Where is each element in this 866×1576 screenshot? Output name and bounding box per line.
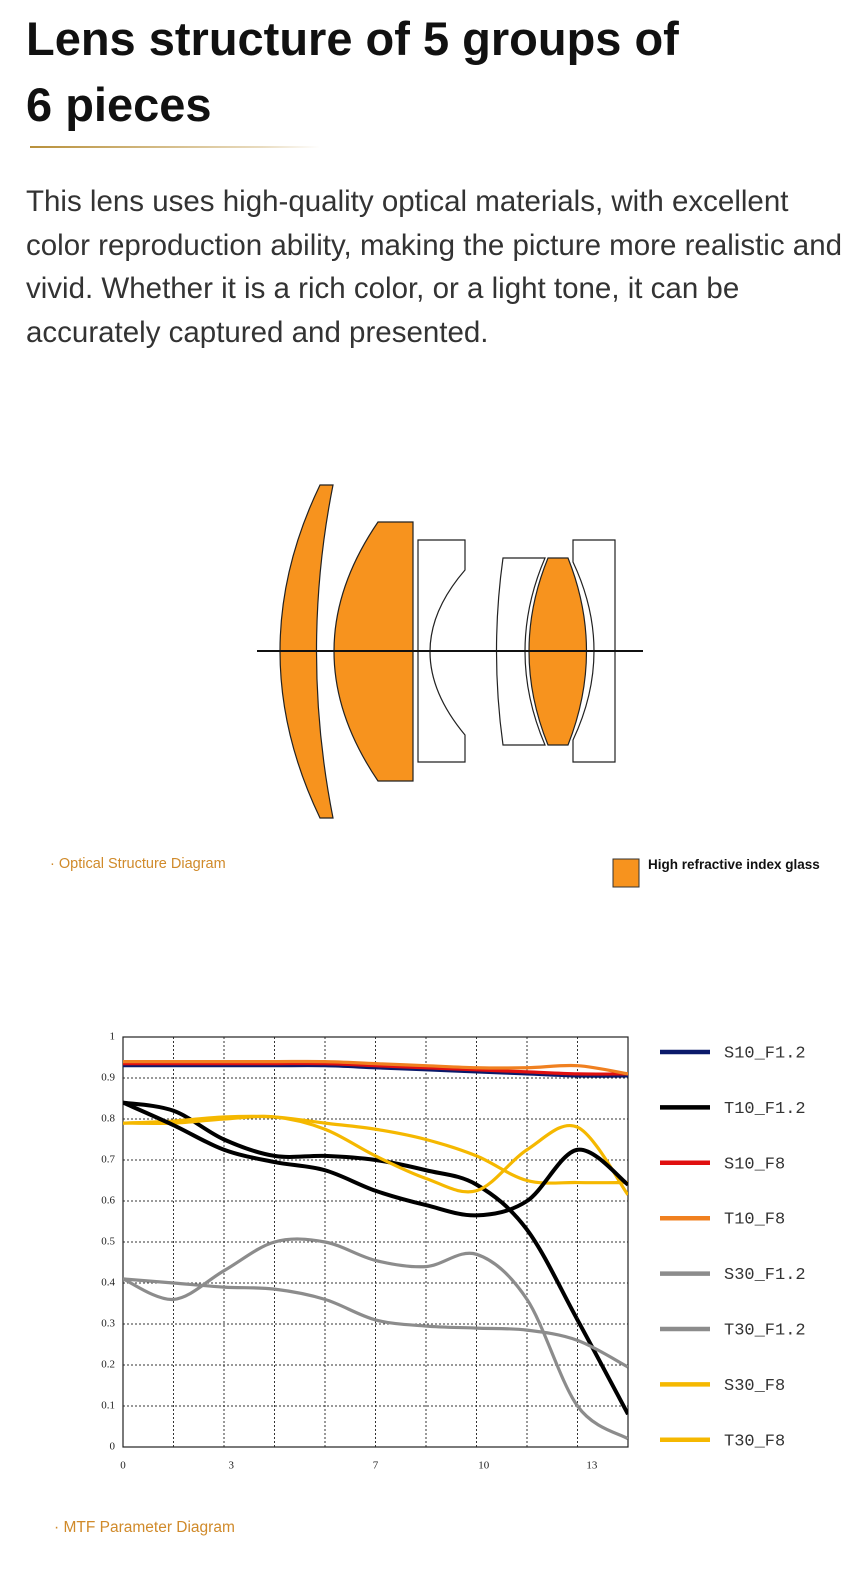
lens-3 xyxy=(417,539,466,763)
mtf-line xyxy=(123,1114,628,1196)
chart-caption: · MTF Parameter Diagram xyxy=(54,1519,235,1536)
legend-label: T10_F1.2 xyxy=(724,1100,806,1119)
y-tick-label: 0 xyxy=(110,1441,116,1453)
legend-label: T30_F1.2 xyxy=(724,1321,806,1340)
mtf-line xyxy=(123,1114,628,1185)
mtf-line xyxy=(123,1100,628,1218)
legend-label: T30_F8 xyxy=(724,1432,785,1451)
mtf-line xyxy=(123,1061,628,1076)
y-tick-label: 0.9 xyxy=(101,1072,115,1084)
legend-label: S10_F8 xyxy=(724,1155,785,1174)
divider xyxy=(30,146,320,148)
x-tick-label: 13 xyxy=(586,1460,598,1472)
mtf-line xyxy=(123,1063,628,1078)
x-tick-label: 10 xyxy=(478,1460,490,1472)
mtf-line xyxy=(123,1237,628,1441)
y-tick-label: 0.1 xyxy=(101,1400,115,1412)
plot-frame xyxy=(122,1036,629,1448)
y-tick-label: 0.3 xyxy=(101,1318,115,1330)
lens-diagram xyxy=(257,484,643,819)
legend-label: S10_F1.2 xyxy=(724,1044,806,1063)
mtf-chart: 00.10.20.30.40.50.60.70.80.910 3 7 10 13S10_… xyxy=(101,1031,805,1472)
legend-label: S30_F8 xyxy=(724,1377,785,1396)
x-tick-label: 7 xyxy=(373,1460,379,1472)
glass-swatch xyxy=(612,858,640,888)
y-tick-label: 0.6 xyxy=(101,1195,115,1207)
diagram-caption: · Optical Structure Diagram xyxy=(50,856,226,872)
y-tick-label: 0.4 xyxy=(101,1277,115,1289)
legend-label: S30_F1.2 xyxy=(724,1266,806,1285)
x-tick-label: 0 xyxy=(120,1460,126,1472)
glass-legend: High refractive index glass xyxy=(648,857,820,872)
mtf-line xyxy=(123,1059,628,1076)
y-tick-label: 0.8 xyxy=(101,1113,115,1125)
x-tick-label: 3 xyxy=(228,1460,234,1472)
title: Lens structure of 5 groups of 6 pieces xyxy=(26,12,679,131)
description: This lens uses high-quality optical mate… xyxy=(26,185,843,349)
y-tick-label: 0.2 xyxy=(101,1359,115,1371)
y-tick-label: 0.7 xyxy=(101,1154,115,1166)
y-tick-label: 1 xyxy=(110,1031,116,1043)
y-tick-label: 0.5 xyxy=(101,1236,115,1248)
legend-label: T10_F8 xyxy=(724,1211,785,1230)
mtf-line xyxy=(123,1277,628,1369)
